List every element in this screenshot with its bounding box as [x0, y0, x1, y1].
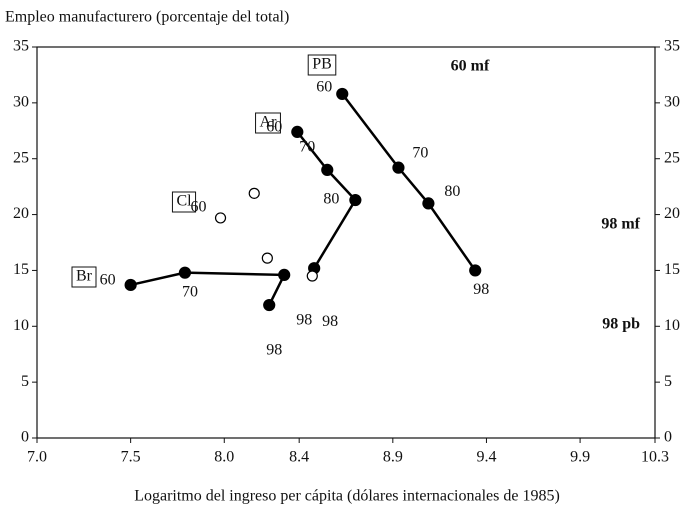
annotation: 60 mf: [451, 58, 490, 75]
y2-tick-label: 10: [664, 317, 680, 334]
y-tick-label: 15: [13, 261, 29, 278]
point: [263, 298, 276, 312]
point: [214, 212, 227, 224]
y-tick-label: 20: [13, 205, 29, 222]
name-box: [71, 266, 97, 288]
y-tick-label: 35: [13, 38, 29, 55]
series-line: [341, 93, 477, 272]
plot-frame: [36, 46, 656, 439]
point: [349, 193, 362, 207]
series-name: Br: [76, 268, 93, 285]
x-axis-label: Logaritmo del ingreso per cápita (dólare…: [134, 488, 560, 505]
y-tick-label: 10: [13, 317, 29, 334]
y2-tick-label: 5: [664, 373, 672, 390]
point-label: 60: [100, 272, 116, 289]
series-name: PB: [312, 56, 332, 73]
point-label: 98: [266, 342, 282, 359]
x-tick-label: 10.3: [641, 449, 669, 466]
y-tick-label: 0: [21, 429, 29, 446]
y-tick-label: 30: [13, 94, 29, 111]
x-tick-label: 7.5: [121, 449, 141, 466]
point-label: 70: [182, 283, 198, 300]
y2-tick-label: 0: [664, 429, 672, 446]
series-line: [130, 271, 287, 306]
point: [124, 278, 137, 292]
y2-tick-label: 25: [664, 149, 680, 166]
chart-title: Empleo manufacturero (porcentaje del tot…: [5, 9, 289, 26]
point: [248, 187, 260, 199]
x-tick-label: 8.4: [289, 449, 309, 466]
y2-tick-label: 15: [664, 261, 680, 278]
point: [178, 266, 192, 279]
y-tick-label: 5: [21, 373, 29, 390]
point: [261, 252, 273, 264]
point: [306, 270, 318, 282]
series-name: Cl: [176, 193, 192, 210]
y-tick-label: 25: [13, 149, 29, 166]
y2-tick-label: 20: [664, 205, 680, 222]
point-label: 80: [444, 183, 460, 200]
point-label: 98: [322, 313, 338, 330]
point: [469, 264, 482, 277]
x-tick-label: 9.4: [476, 449, 496, 466]
point-label: 70: [412, 144, 428, 161]
series-line: [296, 131, 357, 269]
point: [336, 87, 349, 101]
point-label: 60: [316, 79, 332, 96]
name-box: [307, 54, 337, 76]
point-label: 70: [299, 139, 315, 156]
point-label: 98: [473, 281, 489, 298]
name-box: [255, 112, 281, 134]
x-tick-label: 8.0: [214, 449, 234, 466]
point-label: 98: [296, 312, 312, 329]
x-tick-label: 8.9: [383, 449, 403, 466]
point-label: 80: [323, 191, 339, 208]
annotation: 98 pb: [602, 316, 640, 333]
y2-tick-label: 30: [664, 94, 680, 111]
point-label: 60: [266, 119, 282, 136]
x-tick-label: 7.0: [27, 449, 47, 466]
series-name: Ar: [260, 114, 278, 131]
point: [291, 125, 304, 139]
point-label: 60: [191, 199, 207, 216]
point: [422, 197, 435, 210]
name-box: [171, 191, 197, 213]
point: [321, 163, 334, 176]
x-tick-label: 9.9: [570, 449, 590, 466]
point: [392, 161, 405, 174]
y2-tick-label: 35: [664, 38, 680, 55]
point: [278, 268, 291, 281]
annotation: 98 mf: [601, 216, 640, 233]
